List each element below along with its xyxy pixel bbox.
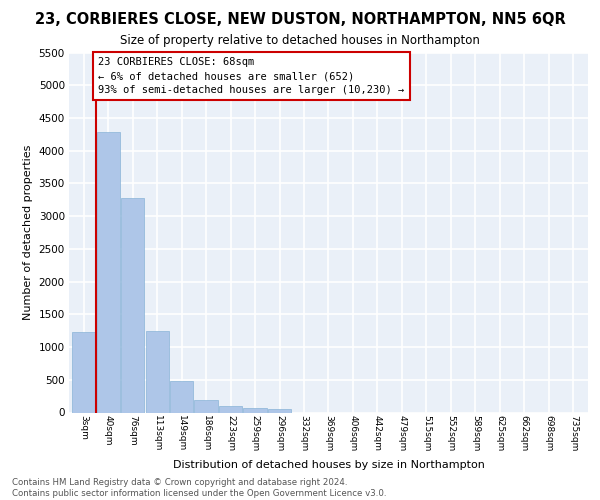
Bar	[97, 132, 120, 412]
Bar	[121, 198, 144, 412]
Bar	[146, 332, 169, 412]
Bar	[244, 408, 266, 412]
Bar	[194, 400, 218, 412]
Y-axis label: Number of detached properties: Number of detached properties	[23, 145, 33, 320]
Bar	[268, 409, 291, 412]
Bar	[72, 332, 95, 412]
X-axis label: Distribution of detached houses by size in Northampton: Distribution of detached houses by size …	[173, 460, 484, 470]
Bar	[219, 406, 242, 412]
Bar	[170, 381, 193, 412]
Text: Contains HM Land Registry data © Crown copyright and database right 2024.
Contai: Contains HM Land Registry data © Crown c…	[12, 478, 386, 498]
Text: 23, CORBIERES CLOSE, NEW DUSTON, NORTHAMPTON, NN5 6QR: 23, CORBIERES CLOSE, NEW DUSTON, NORTHAM…	[35, 12, 565, 28]
Text: 23 CORBIERES CLOSE: 68sqm
← 6% of detached houses are smaller (652)
93% of semi-: 23 CORBIERES CLOSE: 68sqm ← 6% of detach…	[98, 57, 404, 95]
Text: Size of property relative to detached houses in Northampton: Size of property relative to detached ho…	[120, 34, 480, 47]
